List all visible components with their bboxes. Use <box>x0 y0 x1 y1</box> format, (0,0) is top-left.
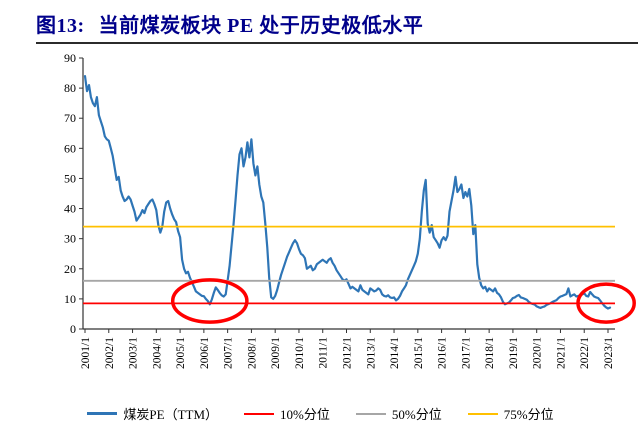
legend-line-swatch <box>467 412 498 415</box>
x-tick-label: 2017/1 <box>460 337 472 369</box>
figure-title-text: 当前煤炭板块 PE 处于历史极低水平 <box>98 15 424 37</box>
legend-label: 75%分位 <box>503 407 554 422</box>
y-tick-label: 40 <box>64 202 76 216</box>
x-tick-label: 2013/1 <box>365 337 377 369</box>
x-tick-label: 2012/1 <box>342 337 354 369</box>
y-tick-label: 20 <box>64 262 76 276</box>
x-tick-label: 2010/1 <box>294 337 306 369</box>
y-tick-label: 10 <box>64 292 76 306</box>
x-tick-label: 2001/1 <box>80 337 92 369</box>
pe-ttm-line <box>83 74 612 310</box>
x-tick-label: 2015/1 <box>413 337 425 369</box>
title-rule <box>36 42 638 44</box>
x-tick-label: 2018/1 <box>484 337 496 369</box>
legend-line-swatch <box>355 412 386 415</box>
legend-line-swatch <box>87 412 118 415</box>
legend-item: 75%分位 <box>467 404 554 423</box>
low-pe-circle-2022 <box>576 282 636 324</box>
y-tick-label: 50 <box>64 171 76 185</box>
chart-legend: 煤炭PE（TTM） 10%分位 50%分位 75%分位 <box>0 404 641 423</box>
x-tick-label: 2005/1 <box>175 337 187 369</box>
y-tick-label: 0 <box>70 322 76 336</box>
x-tick-label: 2004/1 <box>151 337 163 369</box>
figure-number-label: 图13: <box>36 15 85 37</box>
legend-line-swatch <box>244 412 275 415</box>
x-tick-label: 2016/1 <box>437 337 449 369</box>
legend-label: 50%分位 <box>391 407 442 422</box>
legend-label: 10%分位 <box>280 407 330 422</box>
x-tick-label: 2003/1 <box>128 337 140 369</box>
x-tick-label: 2002/1 <box>104 337 116 369</box>
x-tick-label: 2022/1 <box>579 337 591 369</box>
legend-item: 10%分位 <box>244 404 330 423</box>
legend-label: 煤炭PE（TTM） <box>123 407 219 422</box>
x-tick-label: 2020/1 <box>532 337 544 369</box>
x-tick-label: 2021/1 <box>555 337 567 369</box>
y-tick-label: 80 <box>64 81 76 95</box>
x-tick-label: 2014/1 <box>389 337 401 369</box>
x-tick-label: 2011/1 <box>318 337 330 369</box>
x-tick-label: 2009/1 <box>270 337 282 369</box>
low-pe-circle-2006 <box>170 278 249 324</box>
y-tick-label: 60 <box>64 141 76 155</box>
x-tick-label: 2008/1 <box>246 337 258 369</box>
x-tick-label: 2007/1 <box>223 337 235 369</box>
legend-item: 煤炭PE（TTM） <box>87 404 218 423</box>
y-tick-label: 70 <box>64 111 76 125</box>
x-tick-label: 2006/1 <box>199 337 211 369</box>
figure-title: 图13: 当前煤炭板块 PE 处于历史极低水平 <box>36 9 636 38</box>
x-tick-label: 2019/1 <box>508 337 520 369</box>
y-tick-label: 30 <box>64 232 76 246</box>
x-tick-label: 2023/1 <box>603 337 615 369</box>
legend-item: 50%分位 <box>355 404 442 423</box>
y-tick-label: 90 <box>64 51 76 65</box>
